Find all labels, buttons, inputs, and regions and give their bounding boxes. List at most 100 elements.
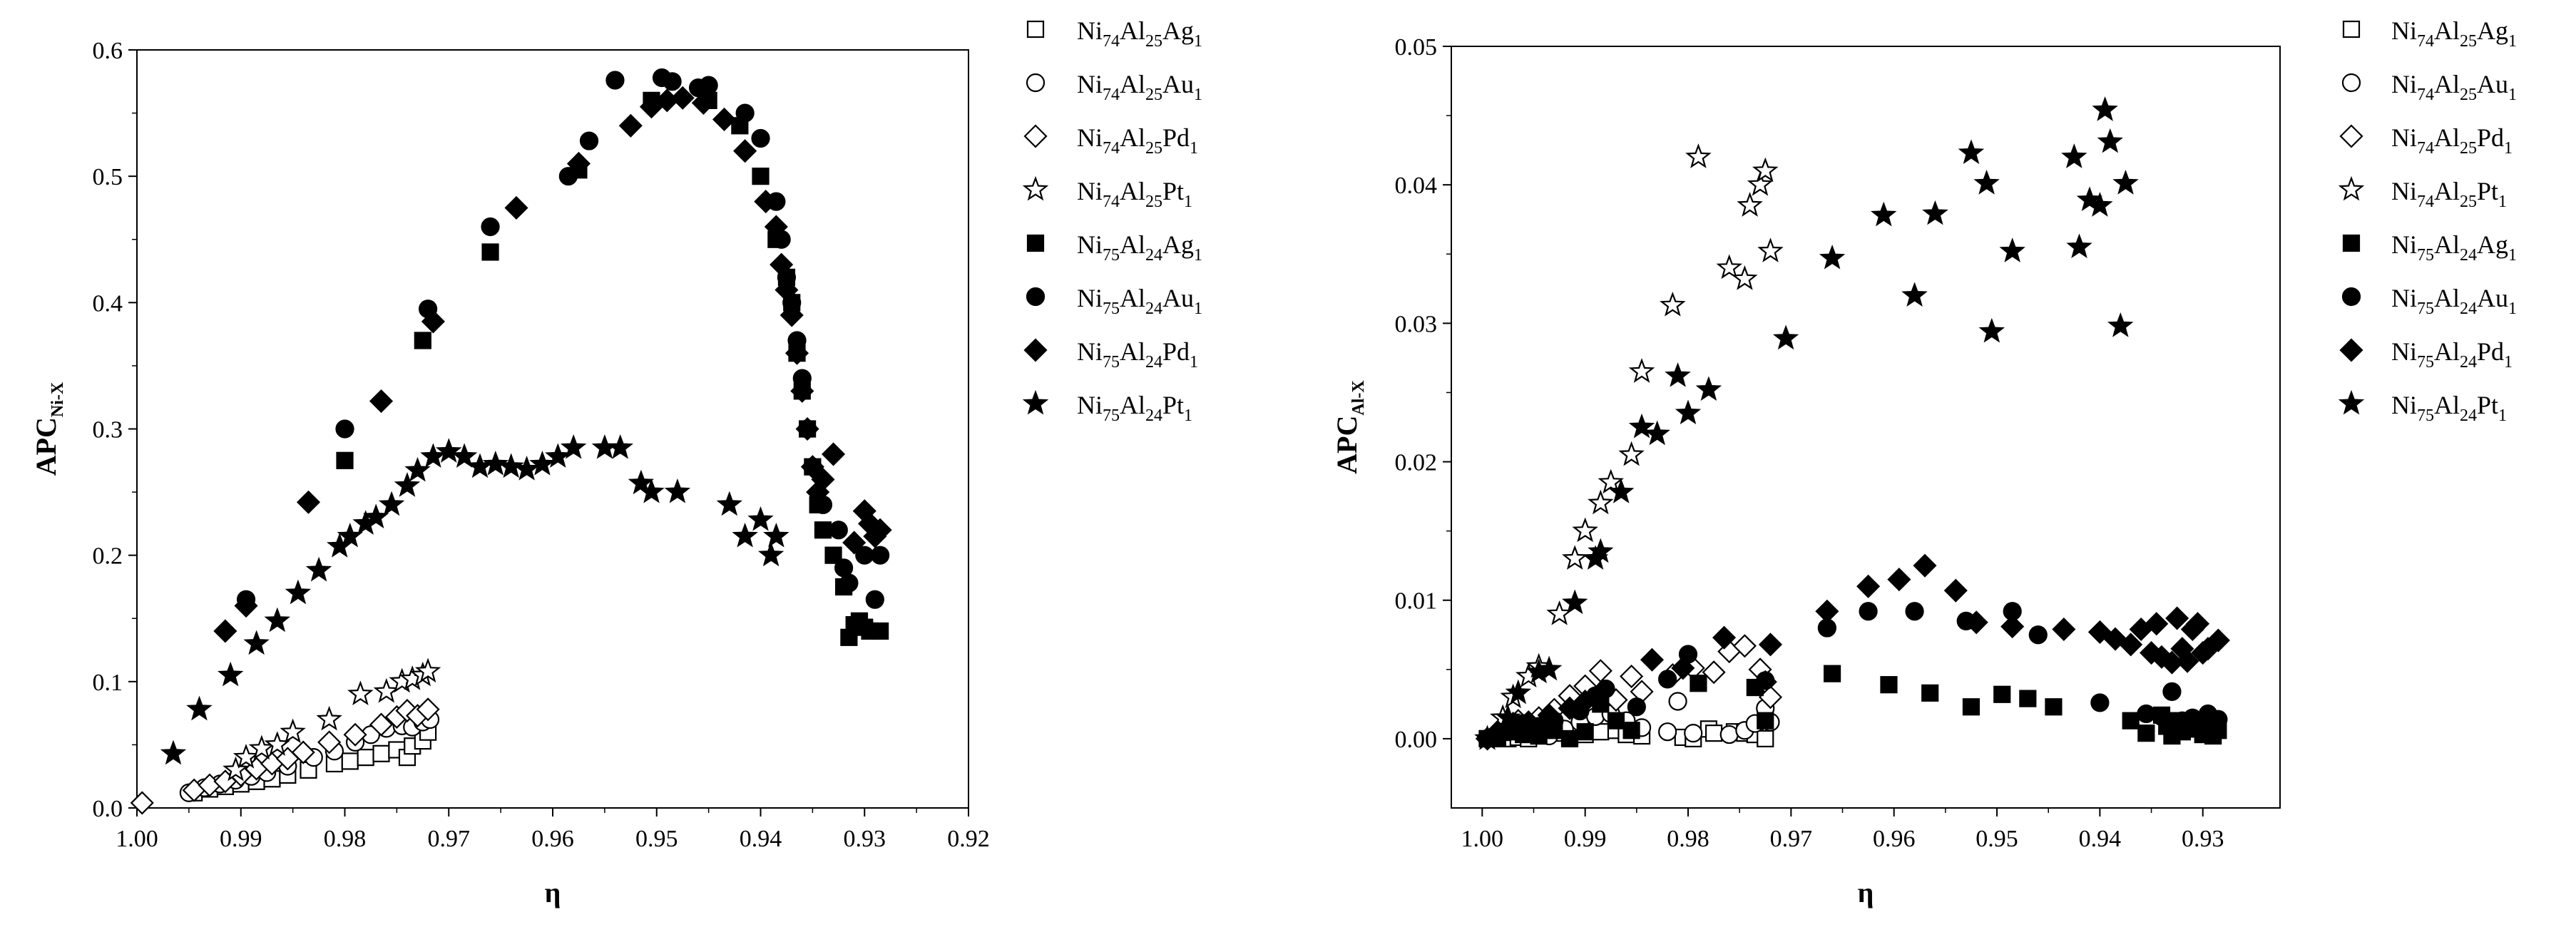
data-point xyxy=(404,456,431,482)
data-point xyxy=(2097,128,2123,153)
x-tick-label: 0.96 xyxy=(1873,826,1916,852)
legend-marker xyxy=(1026,287,1046,307)
data-point xyxy=(2000,615,2025,639)
data-point xyxy=(754,190,778,214)
data-point xyxy=(1474,725,1501,750)
data-point xyxy=(2052,617,2076,642)
data-point xyxy=(414,657,441,683)
data-point xyxy=(545,443,571,468)
data-point xyxy=(605,71,625,90)
data-point xyxy=(800,455,824,479)
data-point xyxy=(317,730,342,754)
data-point xyxy=(2090,693,2110,712)
data-point xyxy=(1562,589,1588,615)
y-tick-label: 0.4 xyxy=(93,290,123,317)
data-point xyxy=(2137,725,2155,742)
data-point xyxy=(2185,612,2210,636)
data-point xyxy=(1752,157,1779,183)
data-point xyxy=(2209,710,2228,729)
data-point xyxy=(865,590,884,609)
y-tick-label: 0.3 xyxy=(93,417,123,444)
data-point xyxy=(607,434,633,459)
y-tick-label: 0.6 xyxy=(93,38,123,64)
data-point xyxy=(763,522,789,548)
data-point xyxy=(751,128,770,148)
x-tick-label: 0.95 xyxy=(635,826,678,852)
data-point xyxy=(1913,553,1937,578)
data-point xyxy=(1573,689,1598,714)
data-point xyxy=(285,579,312,605)
legend: Ni74Al25Ag1 Ni74Al25Au1 Ni74Al25Pd1 Ni74Al2… xyxy=(2338,16,2517,425)
legend-marker xyxy=(1026,20,1045,39)
data-point xyxy=(1757,712,1774,730)
data-point xyxy=(1665,362,1691,387)
data-point xyxy=(821,442,846,466)
data-point xyxy=(1819,244,1846,270)
data-point xyxy=(829,521,848,540)
data-point xyxy=(1644,420,1670,446)
series-6 xyxy=(1475,553,2230,751)
data-point xyxy=(1537,703,1561,727)
data-point xyxy=(1712,625,1737,650)
data-point xyxy=(1628,413,1655,439)
data-point xyxy=(2019,690,2037,707)
data-point xyxy=(186,695,213,721)
legend-entry: Ni75Al24Ag1 xyxy=(2391,230,2517,265)
data-point xyxy=(2206,628,2230,652)
data-point xyxy=(1887,568,1911,592)
data-point xyxy=(1823,665,1841,682)
data-point xyxy=(780,303,804,327)
data-point xyxy=(1695,376,1722,401)
data-point xyxy=(369,389,394,414)
data-point xyxy=(373,677,399,703)
data-point xyxy=(481,217,500,237)
data-point xyxy=(372,744,390,762)
legend-entry: Ni74Al25Pt1 xyxy=(2391,177,2507,211)
chart-apc-al-x: 1.00 0.99 0.98 0.97 0.96 0.95 0.94 0.93 0.00 0.01… xyxy=(1331,16,2517,908)
data-point xyxy=(566,151,591,176)
data-point xyxy=(130,791,154,815)
x-tick-label: 0.99 xyxy=(220,826,262,852)
data-point xyxy=(1815,599,1839,623)
legend-entry: Ni75Al24Pt1 xyxy=(1077,391,1192,425)
data-point xyxy=(2137,704,2156,724)
data-point xyxy=(2092,96,2118,121)
legend-entry: Ni75Al24Pd1 xyxy=(2391,337,2513,372)
series-6 xyxy=(213,86,892,643)
data-point xyxy=(839,573,859,593)
data-point xyxy=(369,712,394,737)
data-point xyxy=(420,443,446,468)
data-point xyxy=(1685,143,1712,168)
data-point xyxy=(504,195,528,220)
y-tick-label: 0.5 xyxy=(93,164,123,190)
data-point xyxy=(747,506,774,531)
legend-entry: Ni75Al24Ag1 xyxy=(1077,230,1202,265)
data-point xyxy=(1870,201,1897,227)
data-point xyxy=(1588,681,1612,705)
series-5 xyxy=(236,68,890,609)
x-tick-label: 0.96 xyxy=(531,826,574,852)
data-point xyxy=(2175,649,2199,673)
data-point xyxy=(1660,291,1686,317)
data-point xyxy=(1690,675,1707,692)
data-point xyxy=(481,243,499,261)
data-point xyxy=(296,490,321,514)
data-point xyxy=(1958,139,1985,165)
data-point xyxy=(770,252,794,277)
chart-apc-ni-x: 1.00 0.99 0.98 0.97 0.96 0.95 0.94 0.93 0.92 0.0 0… xyxy=(30,16,1202,908)
data-point xyxy=(752,168,770,185)
data-point xyxy=(1505,679,1531,705)
data-point xyxy=(1905,602,1924,621)
data-point xyxy=(811,467,835,491)
data-point xyxy=(1757,730,1774,748)
data-point xyxy=(558,167,578,186)
data-point xyxy=(1901,282,1928,307)
y-tick-label: 0.2 xyxy=(93,543,123,570)
data-point xyxy=(1658,670,1677,689)
data-point xyxy=(1747,171,1774,196)
data-point xyxy=(775,278,799,302)
y-axis-label: APCAl-X xyxy=(1331,380,1368,474)
data-point xyxy=(414,332,431,349)
data-point xyxy=(733,139,757,163)
y-tick-label: 0.02 xyxy=(1395,450,1438,476)
